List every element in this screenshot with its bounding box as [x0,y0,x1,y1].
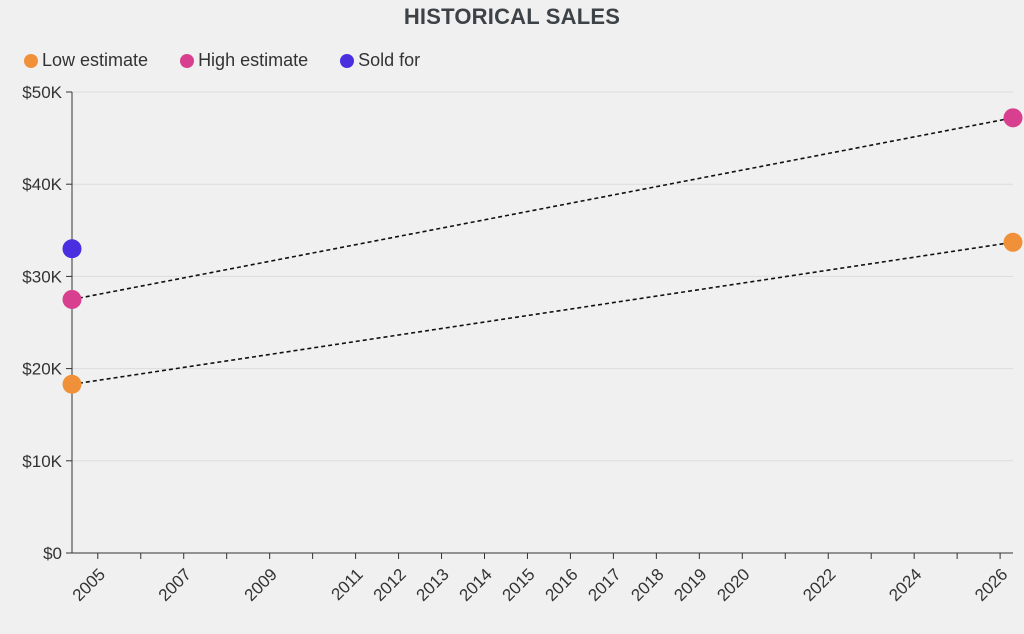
legend-dot-low [24,53,38,68]
trend-line-high [71,117,1014,301]
data-point-high [1003,108,1023,128]
x-tick-label: 2012 [370,565,410,605]
x-tick-label: 2013 [413,565,453,605]
legend-label-low: Low estimate [42,50,149,70]
x-tick-label: 2007 [155,565,195,605]
x-tick-label: 2026 [971,565,1011,605]
x-tick-label: 2016 [541,565,581,605]
legend-dot-sold [340,53,355,68]
legend-dot-high [180,53,195,68]
chart-legend: Low estimate High estimate Sold for [24,50,452,71]
data-point-low [1003,232,1023,252]
y-tick-label: $40K [22,175,62,194]
x-tick-label: 2009 [241,565,281,605]
data-point-sold [62,239,82,259]
x-tick-label: 2011 [328,565,367,604]
y-tick-label: $50K [22,83,62,102]
x-tick-label: 2024 [885,565,925,605]
legend-label-high: High estimate [198,50,309,70]
x-tick-label: 2020 [713,565,753,605]
chart-title: HISTORICAL SALES [403,4,621,29]
x-tick-label: 2014 [456,565,496,605]
trend-line-low [71,241,1014,386]
x-tick-label: 2017 [584,565,624,605]
x-tick-label: 2015 [499,565,539,605]
data-point-low [62,374,82,394]
legend-label-sold: Sold for [358,50,421,70]
y-tick-label: $30K [22,267,62,286]
legend-item-low[interactable]: Low estimate [24,50,148,71]
x-tick-label: 2022 [799,565,839,605]
y-tick-label: $10K [22,452,62,471]
y-tick-label: $20K [22,360,62,379]
y-tick-label: $0 [43,544,62,563]
data-point-high [62,289,82,309]
x-tick-label: 2018 [627,565,667,605]
legend-item-sold[interactable]: Sold for [340,50,420,71]
legend-item-high[interactable]: High estimate [180,50,308,71]
x-tick-label: 2019 [670,565,710,605]
x-tick-label: 2005 [69,565,109,605]
